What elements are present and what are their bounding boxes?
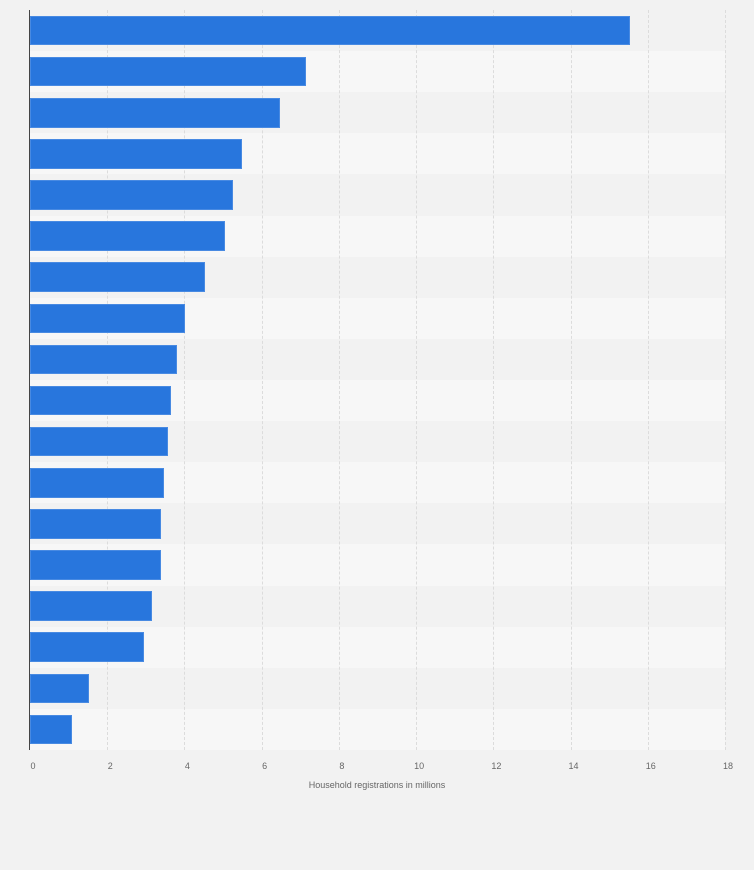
bar[interactable] — [30, 632, 145, 663]
gridline — [261, 10, 263, 750]
gridline — [184, 10, 186, 750]
gridline — [107, 10, 109, 750]
gridline — [647, 10, 649, 750]
x-tick-label: 16 — [645, 761, 656, 771]
bar[interactable] — [30, 344, 178, 375]
gridline — [570, 10, 572, 750]
x-tick-label: 4 — [184, 761, 190, 771]
bar[interactable] — [30, 673, 90, 704]
gridline — [493, 10, 495, 750]
bar[interactable] — [30, 139, 243, 169]
bar[interactable] — [30, 180, 234, 210]
row-band — [30, 667, 725, 709]
gridline — [725, 10, 726, 750]
x-tick-label: 2 — [107, 761, 113, 771]
y-axis-line — [29, 10, 30, 750]
bar[interactable] — [30, 221, 225, 251]
x-tick-label: 10 — [414, 761, 425, 771]
x-tick-label: 18 — [722, 761, 734, 771]
gridline — [338, 10, 340, 750]
bar[interactable] — [30, 262, 206, 293]
bar[interactable] — [30, 509, 162, 539]
bar[interactable] — [30, 15, 631, 46]
plot-area — [30, 10, 726, 750]
bar[interactable] — [30, 56, 307, 87]
bar[interactable] — [30, 97, 281, 128]
x-tick-label: 14 — [568, 761, 579, 771]
gridline — [416, 10, 418, 750]
bar[interactable] — [30, 426, 169, 457]
bar[interactable] — [30, 714, 72, 745]
x-axis-label: Household registrations in millions — [308, 780, 446, 790]
bar[interactable] — [30, 591, 153, 621]
x-tick-label: 6 — [262, 761, 268, 771]
x-tick-label: 0 — [30, 761, 36, 771]
x-tick-label: 12 — [491, 761, 502, 771]
bar[interactable] — [30, 303, 186, 334]
bar[interactable] — [30, 467, 165, 498]
x-tick-label: 8 — [339, 761, 345, 771]
bar[interactable] — [30, 550, 161, 580]
row-band — [30, 708, 725, 750]
bar[interactable] — [30, 385, 171, 416]
row-band — [30, 626, 725, 668]
